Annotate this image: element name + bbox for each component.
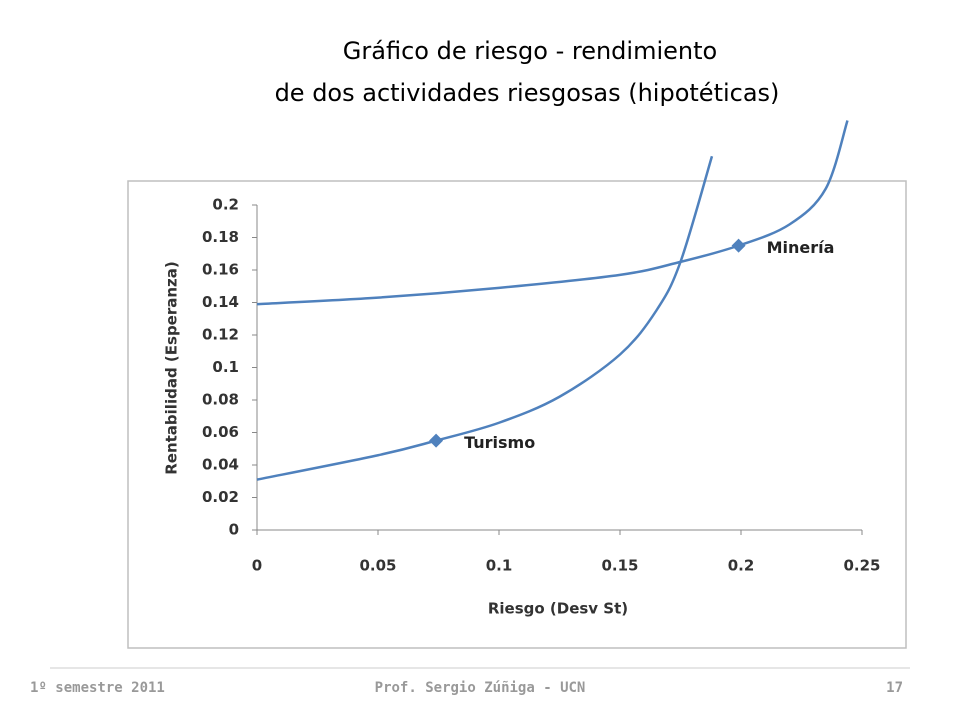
y-tick-label: 0.18 xyxy=(202,228,239,246)
chart-frame xyxy=(127,180,907,649)
x-tick-label: 0 xyxy=(252,557,262,575)
y-tick-label: 0.1 xyxy=(212,358,239,376)
point-label: Minería xyxy=(767,238,835,257)
y-tick-label: 0.02 xyxy=(202,488,239,506)
x-tick-label: 0.2 xyxy=(728,557,755,575)
x-tick-label: 0.05 xyxy=(359,557,396,575)
title-line: de dos actividades riesgosas (hipotética… xyxy=(275,79,780,107)
x-tick-label: 0.15 xyxy=(601,557,638,575)
y-tick-label: 0.2 xyxy=(212,196,239,214)
y-tick-label: 0.14 xyxy=(202,293,239,311)
x-tick-label: 0.1 xyxy=(486,557,513,575)
point-label: Turismo xyxy=(464,433,535,452)
y-tick-label: 0.04 xyxy=(202,456,239,474)
y-tick-label: 0.12 xyxy=(202,326,239,344)
y-tick-label: 0 xyxy=(229,521,239,539)
y-axis-title: Rentabilidad (Esperanza) xyxy=(163,261,181,475)
title-line: Gráfico de riesgo - rendimiento xyxy=(343,37,717,65)
y-tick-label: 0.06 xyxy=(202,423,239,441)
x-axis-title: Riesgo (Desv St) xyxy=(488,600,628,618)
x-tick-label: 0.25 xyxy=(843,557,880,575)
y-tick-label: 0.08 xyxy=(202,391,239,409)
footer-left: 1º semestre 2011 xyxy=(30,680,165,696)
footer-right: 17 xyxy=(886,680,903,696)
point-marker xyxy=(731,238,746,253)
point-marker xyxy=(429,433,444,448)
footer-center: Prof. Sergio Zúñiga - UCN xyxy=(375,680,586,696)
series-line xyxy=(256,155,714,481)
y-tick-label: 0.16 xyxy=(202,261,239,279)
series-line xyxy=(256,120,849,306)
